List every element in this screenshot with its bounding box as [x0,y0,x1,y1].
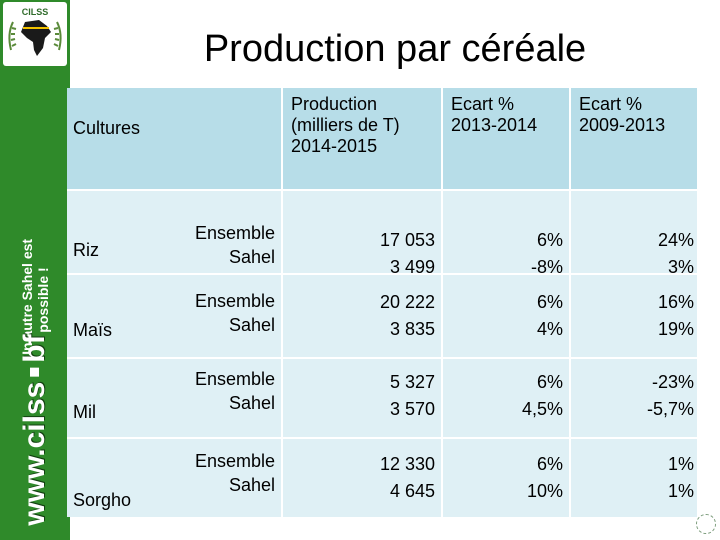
crop-label: Mil [73,402,96,422]
table-row-scope: Ensemble Sahel [155,359,281,437]
ecart1-value-1: 6% [536,292,563,312]
ecart2-value-1: 16% [657,292,694,312]
ecart2-value-1: -23% [651,372,694,392]
scope-line1: Ensemble [194,451,275,471]
row-separator [67,189,697,191]
url-part1: www.cilss [18,381,51,526]
ecart2-value-2: -5,7% [646,399,694,419]
ecart1-value-2: -8% [530,257,563,277]
table-row-crop: Riz [67,191,155,273]
production-value-1: 5 327 [389,372,435,392]
ecart1-value-2: 4,5% [521,399,563,419]
scope-line1: Ensemble [194,369,275,389]
row-separator [67,437,697,439]
scope-line2: Sahel [228,393,275,413]
production-value-2: 4 645 [389,481,435,501]
ecart2-value-1: 24% [657,230,694,250]
table-row-ecart2: 1% 1% [569,439,697,517]
production-value-1: 12 330 [379,454,435,474]
table-row-ecart1: 6% 10% [441,439,569,517]
production-value-2: 3 835 [389,319,435,339]
table-row-crop: Maïs [67,275,155,357]
cilss-logo: CILSS [3,2,67,66]
table-row-ecart2: 16% 19% [569,275,697,357]
ecart2-value-1: 1% [667,454,694,474]
table-row-ecart1: 6% -8% [441,191,569,277]
scope-line1: Ensemble [194,291,275,311]
header-ecart-2013-2014: Ecart % 2013-2014 [441,88,569,189]
table-row-production: 5 327 3 570 [281,359,441,437]
page-title: Production par céréale [203,28,587,70]
production-value-2: 3 499 [389,257,435,277]
africa-map-icon: CILSS [8,7,62,56]
header-production-line2: (milliers de T) [291,115,400,135]
scope-line2: Sahel [228,247,275,267]
table-row-scope: Ensemble Sahel [155,191,281,273]
scope-line2: Sahel [228,475,275,495]
crop-label: Sorgho [73,490,132,510]
table-row-crop: Sorgho [67,439,155,517]
logo-text: CILSS [22,7,49,17]
table-row-scope: Ensemble Sahel [155,439,281,517]
ecart1-value-2: 4% [536,319,563,339]
table-row-ecart2: -23% -5,7% [569,359,697,437]
ecart2-value-2: 3% [667,257,694,277]
table-row-ecart1: 6% 4% [441,275,569,357]
ecart1-value-1: 6% [536,454,563,474]
production-value-1: 20 222 [379,292,435,312]
ecart2-value-2: 1% [667,481,694,501]
header-ecart-2009-2013: Ecart % 2009-2013 [569,88,697,189]
header-ecart2-line1: Ecart % [579,94,643,114]
header-ecart1-line1: Ecart % [451,94,515,114]
table-row-ecart1: 6% 4,5% [441,359,569,437]
header-ecart1-line2: 2013-2014 [451,115,538,135]
row-separator [67,273,697,275]
ecart1-value-1: 6% [536,372,563,392]
scope-line1: Ensemble [194,223,275,243]
table-row-ecart2: 24% 3% [569,191,697,277]
table-row-scope: Ensemble Sahel [155,275,281,357]
url-dot-icon [29,367,39,377]
header-cultures-label: Cultures [73,118,141,138]
table-row-crop: Mil [67,359,155,437]
table-row-production: 12 330 4 645 [281,439,441,517]
header-ecart2-line2: 2009-2013 [579,115,666,135]
brand-sidebar: CILSS Un autre Sahel est possible ! www.… [0,0,70,540]
crop-label: Maïs [73,320,113,340]
header-production: Production (milliers de T) 2014-2015 [281,88,441,189]
header-production-line1: Production [291,94,378,114]
ecart1-value-1: 6% [536,230,563,250]
row-separator [67,357,697,359]
header-production-line3: 2014-2015 [291,136,378,156]
production-table: Cultures Production (milliers de T) 2014… [67,88,697,517]
ecart2-value-2: 19% [657,319,694,339]
url-part2: bf [18,334,51,363]
header-cultures: Cultures [67,88,281,189]
table-row-production: 20 222 3 835 [281,275,441,357]
table-row-production: 17 053 3 499 [281,191,441,277]
website-url: www.cilss bf [18,334,52,525]
production-value-2: 3 570 [389,399,435,419]
ecart1-value-2: 10% [526,481,563,501]
production-value-1: 17 053 [379,230,435,250]
scope-line2: Sahel [228,315,275,335]
crop-label: Riz [73,240,99,260]
slide-corner-icon [696,514,716,534]
